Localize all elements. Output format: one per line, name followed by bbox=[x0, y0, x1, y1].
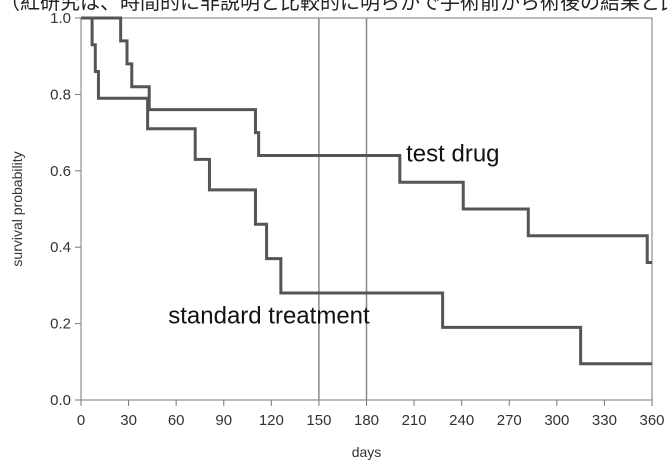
x-tick-label: 240 bbox=[449, 412, 474, 429]
y-tick-label: 0.8 bbox=[50, 86, 71, 103]
x-axis-ticks: 0 30 60 90 120 150 180 210 240 270 300 330 360 bbox=[77, 400, 665, 429]
y-tick-label: 1.0 bbox=[50, 10, 71, 27]
x-tick-label: 210 bbox=[402, 412, 427, 429]
y-tick-label: 0.6 bbox=[50, 163, 71, 180]
x-tick-label: 330 bbox=[592, 412, 617, 429]
y-tick-label: 0.4 bbox=[50, 239, 71, 256]
x-tick-label: 120 bbox=[259, 412, 284, 429]
x-tick-label: 180 bbox=[354, 412, 379, 429]
y-tick-label: 0.2 bbox=[50, 316, 71, 333]
curve-label-1: standard treatment bbox=[168, 303, 370, 330]
y-axis-title: survival probability bbox=[9, 151, 25, 266]
x-tick-label: 360 bbox=[639, 412, 664, 429]
series-line-0 bbox=[81, 16, 652, 264]
x-tick-label: 90 bbox=[215, 412, 232, 429]
series-lines bbox=[81, 16, 652, 366]
series-line-1 bbox=[81, 16, 652, 366]
curve-label-0: test drug bbox=[406, 140, 499, 167]
curve-annotations: test drug standard treatment bbox=[168, 140, 499, 329]
x-axis-title: days bbox=[352, 444, 382, 460]
x-tick-label: 30 bbox=[120, 412, 137, 429]
x-tick-label: 0 bbox=[77, 412, 85, 429]
x-tick-label: 60 bbox=[168, 412, 185, 429]
x-tick-label: 270 bbox=[497, 412, 522, 429]
x-tick-label: 300 bbox=[544, 412, 569, 429]
reference-lines bbox=[318, 18, 368, 400]
x-tick-label: 150 bbox=[306, 412, 331, 429]
y-tick-label: 0.0 bbox=[50, 392, 71, 409]
y-axis-ticks: 0.0 0.2 0.4 0.6 0.8 1.0 bbox=[50, 10, 81, 409]
cropped-caption-text: （紅研究は、時間的に非説明と比較的に明らかで手術前から術後の結果と比較した場合に… bbox=[0, 0, 667, 14]
